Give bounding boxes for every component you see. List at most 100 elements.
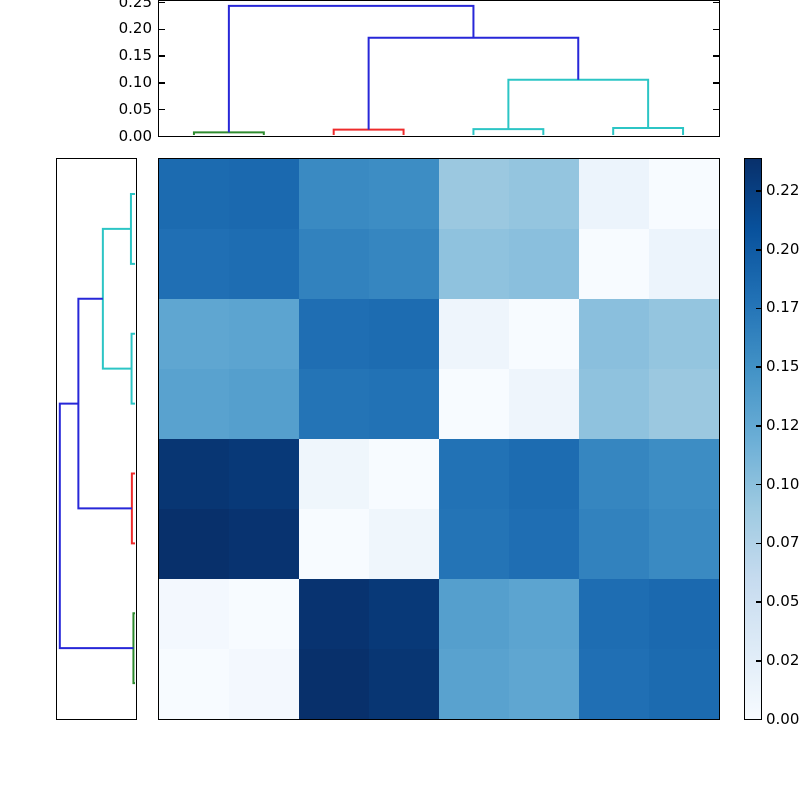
colorbar-tick-label: 0.07 [766,533,800,552]
heatmap-axes [158,158,720,720]
colorbar-tick-label: 0.17 [766,298,800,317]
top-dendrogram-plot [192,4,685,135]
colorbar-tick-mark [756,425,761,427]
colorbar-tick-label: 0.22 [766,181,800,200]
colorbar-tick-mark [756,307,761,310]
heatmap-cell [509,439,579,509]
colorbar-tick-label: 0.10 [766,474,800,493]
colorbar-tick-label: 0.02 [766,650,800,669]
heatmap-cell [439,439,509,509]
colorbar-tick-label: 0.20 [766,239,800,258]
heatmap-cell [509,159,579,229]
top-dendrogram-axes [158,0,720,138]
heatmap-cell [299,439,369,509]
heatmap-cell [369,649,439,719]
ytick-label: 0.05 [118,99,152,118]
heatmap-grid [159,159,719,719]
heatmap-cell [159,579,229,649]
heatmap-cell [229,579,299,649]
ytick-mark [159,28,165,31]
heatmap-cell [579,229,649,299]
ytick-mark [713,108,719,111]
heatmap-cell [439,299,509,369]
ytick-mark [159,135,165,138]
heatmap-cell [509,509,579,579]
heatmap-cell [649,369,719,439]
left-dendrogram-plot [58,192,135,685]
ytick-label: 0.20 [118,19,152,38]
heatmap-cell [299,369,369,439]
heatmap-cell [369,159,439,229]
heatmap-cell [299,299,369,369]
left-dendrogram-axes [56,158,137,720]
heatmap-cell [369,439,439,509]
heatmap-cell [369,579,439,649]
ytick-mark [713,28,719,31]
colorbar-tick-mark [756,542,761,545]
heatmap-cell [229,439,299,509]
ytick-mark [713,135,719,138]
dendrogram-link-root [227,4,475,133]
heatmap-cell [229,649,299,719]
colorbar-tick-label: 0.05 [766,592,800,611]
heatmap-cell [649,509,719,579]
heatmap-cell [299,579,369,649]
heatmap-cell [299,159,369,229]
heatmap-cell [509,649,579,719]
heatmap-cell [159,159,229,229]
ytick-mark [159,1,165,4]
colorbar-tick-label: 0.00 [766,709,800,728]
heatmap-cell [159,299,229,369]
ytick-mark [159,82,165,84]
heatmap-cell [579,509,649,579]
heatmap-cell [439,229,509,299]
heatmap-cell [439,579,509,649]
dendrogram-link-red-join-cyan [77,297,132,510]
heatmap-cell [439,159,509,229]
heatmap-cell [579,159,649,229]
heatmap-cell [229,229,299,299]
heatmap-cell [649,579,719,649]
heatmap-cell [579,439,649,509]
colorbar-tick-mark [756,366,761,368]
heatmap-cell [159,649,229,719]
heatmap-cell [229,159,299,229]
heatmap-cell [229,509,299,579]
ytick-label: 0.10 [118,72,152,91]
heatmap-cell [369,369,439,439]
heatmap-cell [649,439,719,509]
ytick-mark [159,108,165,111]
colorbar-tick-mark [756,483,761,486]
dendrogram-link-pair-leaves-3-4 [130,472,135,545]
ytick-mark [713,55,719,57]
heatmap-cell [229,369,299,439]
heatmap-cell [579,299,649,369]
heatmap-cell [369,509,439,579]
heatmap-cell [159,509,229,579]
colorbar-gradient [745,159,761,719]
ytick-label: 0.25 [118,0,152,11]
heatmap-cell [369,229,439,299]
heatmap-cell [439,649,509,719]
ytick-mark [713,82,719,84]
dendrogram-link-cyan-cluster [507,78,650,130]
heatmap-cell [439,509,509,579]
heatmap-cell [649,649,719,719]
dendrogram-link-pair-leaves-3-4 [332,128,405,135]
dendrogram-link-pair-leaves-7-8 [129,192,135,265]
dendrogram-link-root [58,402,134,650]
heatmap-cell [509,579,579,649]
heatmap-cell [649,159,719,229]
dendrogram-link-pair-leaves-5-6 [472,128,545,135]
heatmap-cell [369,299,439,369]
colorbar-tick-mark [756,718,761,721]
colorbar-tick-mark [756,660,761,662]
dendrogram-link-pair-leaves-5-6 [130,332,135,405]
heatmap-cell [579,369,649,439]
colorbar-tick-label: 0.12 [766,415,800,434]
heatmap-cell [159,439,229,509]
heatmap-cell [299,649,369,719]
heatmap-cell [509,369,579,439]
heatmap-cell [159,229,229,299]
colorbar-axes [744,158,762,721]
